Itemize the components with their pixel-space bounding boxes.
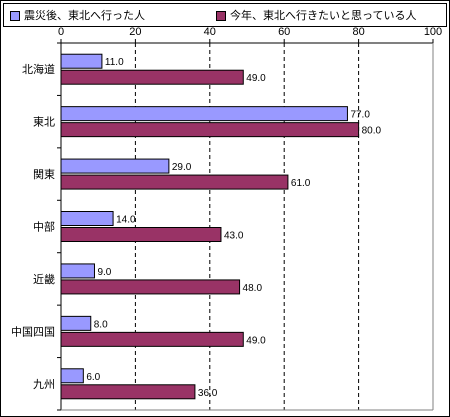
data-label-s1-2: 29.0 — [172, 162, 192, 173]
category-label-3: 中部 — [33, 220, 55, 234]
bar-visited-4 — [60, 263, 95, 279]
data-label-s2-1: 80.0 — [362, 126, 382, 137]
x-tick-label-40: 40 — [204, 26, 216, 38]
plot-area — [61, 43, 433, 410]
legend-swatch-series-2 — [216, 11, 226, 21]
x-tick-label-60: 60 — [278, 26, 290, 38]
bar-visited-2 — [60, 158, 170, 174]
legend-label-series-1: 震災後、東北へ行った人 — [24, 9, 145, 22]
category-label-4: 近畿 — [33, 272, 55, 286]
bar-visited-0 — [60, 53, 103, 69]
category-label-5: 中国四国 — [11, 325, 55, 338]
bar-visited-5 — [60, 315, 92, 331]
data-label-s2-0: 49.0 — [246, 73, 266, 84]
category-label-1: 東北 — [33, 116, 55, 129]
data-label-s2-6: 36.0 — [198, 388, 218, 399]
bar-want-to-visit-3 — [60, 227, 222, 242]
data-label-s2-3: 43.0 — [224, 231, 244, 242]
bar-want-to-visit-2 — [60, 174, 289, 190]
data-label-s2-4: 48.0 — [243, 283, 263, 294]
data-label-s1-5: 8.0 — [94, 319, 108, 330]
legend-item-series-1: 震災後、東北へ行った人 — [10, 9, 145, 22]
bar-visited-1 — [60, 106, 348, 122]
bar-want-to-visit-5 — [60, 331, 244, 347]
data-label-s1-4: 9.0 — [97, 267, 111, 278]
x-tick-label-0: 0 — [58, 26, 64, 38]
bar-want-to-visit-1 — [60, 122, 360, 138]
bar-want-to-visit-6 — [60, 384, 196, 400]
data-label-s2-5: 49.0 — [246, 335, 266, 346]
x-tick-label-80: 80 — [352, 26, 364, 38]
legend-label-series-2: 今年、東北へ行きたいと思っている人 — [230, 9, 417, 22]
bar-visited-3 — [60, 211, 114, 226]
legend-swatch-series-1 — [10, 11, 20, 21]
bar-want-to-visit-4 — [60, 279, 241, 295]
legend-item-series-2: 今年、東北へ行きたいと思っている人 — [216, 9, 416, 22]
data-label-s1-3: 14.0 — [116, 215, 136, 226]
bar-visited-6 — [60, 368, 84, 384]
data-label-s1-6: 6.0 — [86, 372, 100, 383]
bar-want-to-visit-0 — [60, 69, 244, 85]
legend: 震災後、東北へ行った人 今年、東北へ行きたいと思っている人 — [3, 3, 447, 27]
x-tick-label-20: 20 — [129, 26, 141, 38]
category-label-0: 北海道 — [22, 62, 55, 76]
data-label-s1-1: 77.0 — [350, 110, 370, 121]
category-label-6: 九州 — [33, 378, 55, 391]
data-label-s1-0: 11.0 — [105, 57, 124, 68]
category-label-2: 関東 — [33, 168, 55, 181]
x-tick-label-100: 100 — [424, 26, 442, 38]
data-label-s2-2: 61.0 — [291, 178, 311, 189]
